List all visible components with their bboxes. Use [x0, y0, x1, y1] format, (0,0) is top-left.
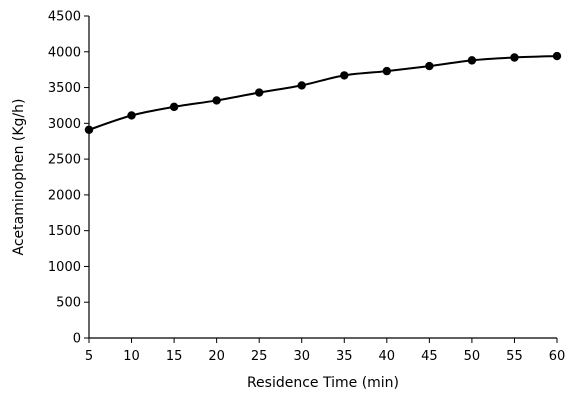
series-line: [88, 55, 558, 131]
x-tick-label: 25: [251, 349, 268, 364]
y-axis-ticks: 0 500 1000 1500 2000 2500 3000 3500 4000 4500: [48, 10, 89, 347]
data-point: [297, 81, 306, 90]
x-tick-label: 60: [549, 349, 566, 364]
y-tick-label: 2500: [48, 153, 81, 168]
y-tick-label: 1000: [48, 260, 81, 275]
data-point: [254, 88, 264, 97]
data-point: [84, 125, 94, 134]
data-point: [127, 111, 136, 120]
y-tick-label: 3000: [48, 117, 81, 132]
x-axis-title: Residence Time (min): [247, 375, 399, 391]
x-tick-label: 10: [123, 349, 140, 364]
data-point: [382, 66, 392, 76]
x-tick-label: 45: [421, 349, 438, 364]
data-point: [552, 51, 562, 61]
y-tick-label: 2000: [48, 188, 81, 203]
y-tick-label: 500: [56, 296, 81, 311]
x-tick-label: 20: [208, 349, 225, 364]
data-point: [340, 71, 349, 80]
y-tick-label: 0: [73, 332, 81, 347]
y-tick-label: 4500: [48, 10, 81, 25]
x-tick-label: 5: [85, 349, 93, 364]
y-tick-label: 4000: [48, 45, 81, 60]
data-point: [467, 56, 477, 65]
data-point: [212, 96, 221, 105]
data-point: [510, 53, 519, 62]
x-axis-ticks: 5 10 15 20 25 30 35 40 45 50 55 60: [85, 338, 565, 364]
data-points: [84, 51, 562, 134]
y-tick-label: 1500: [48, 224, 81, 239]
x-tick-label: 30: [293, 349, 310, 364]
x-tick-label: 15: [166, 349, 183, 364]
y-axis-title: Acetaminophen (Kg/h): [11, 99, 27, 256]
y-tick-label: 3500: [48, 81, 81, 96]
x-tick-label: 50: [464, 349, 481, 364]
x-tick-label: 35: [336, 349, 353, 364]
x-tick-label: 55: [506, 349, 523, 364]
data-point: [425, 61, 434, 71]
data-point: [169, 102, 179, 112]
x-tick-label: 40: [379, 349, 396, 364]
